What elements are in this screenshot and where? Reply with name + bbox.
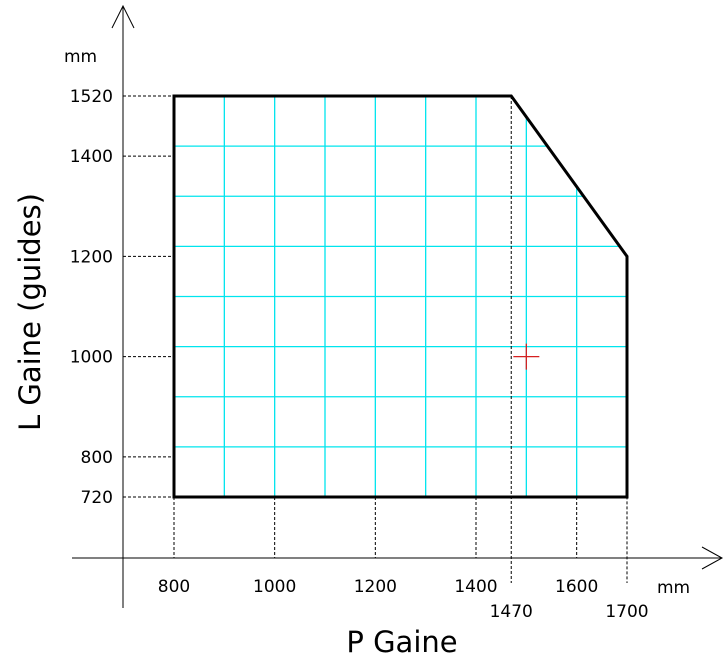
y-tick-label: 800 <box>81 448 113 468</box>
y-tick-label: 720 <box>81 488 113 508</box>
y-axis-arrowhead <box>111 4 135 29</box>
axes <box>72 4 724 608</box>
feasible-region-outline <box>172 94 629 499</box>
tick-labels: 720 800 1000 1200 1400 1520 800 1000 1200 1400 147… <box>70 87 649 622</box>
y-tick-label: 1400 <box>70 147 113 167</box>
x-tick-label: 1700 <box>605 602 648 622</box>
x-tick-label: 800 <box>158 577 190 597</box>
y-tick-label: 1520 <box>70 87 113 107</box>
x-tick-label: 1000 <box>253 577 296 597</box>
y-axis-unit: mm <box>64 47 97 67</box>
x-axis-unit: mm <box>657 578 690 598</box>
x-tick-label: 1470 <box>490 602 533 622</box>
x-tick-label: 1200 <box>354 577 397 597</box>
feasible-region <box>172 94 629 499</box>
x-tick-label: 1400 <box>454 577 497 597</box>
y-tick-label: 1200 <box>70 247 113 267</box>
tick-guide-lines <box>123 95 628 583</box>
grid <box>174 95 627 497</box>
x-axis-arrowhead <box>701 546 724 570</box>
y-axis-title: L Gaine (guides) <box>13 193 47 431</box>
x-axis-title: P Gaine <box>346 625 457 659</box>
x-tick-label: 1600 <box>555 577 598 597</box>
y-tick-label: 1000 <box>70 348 113 368</box>
